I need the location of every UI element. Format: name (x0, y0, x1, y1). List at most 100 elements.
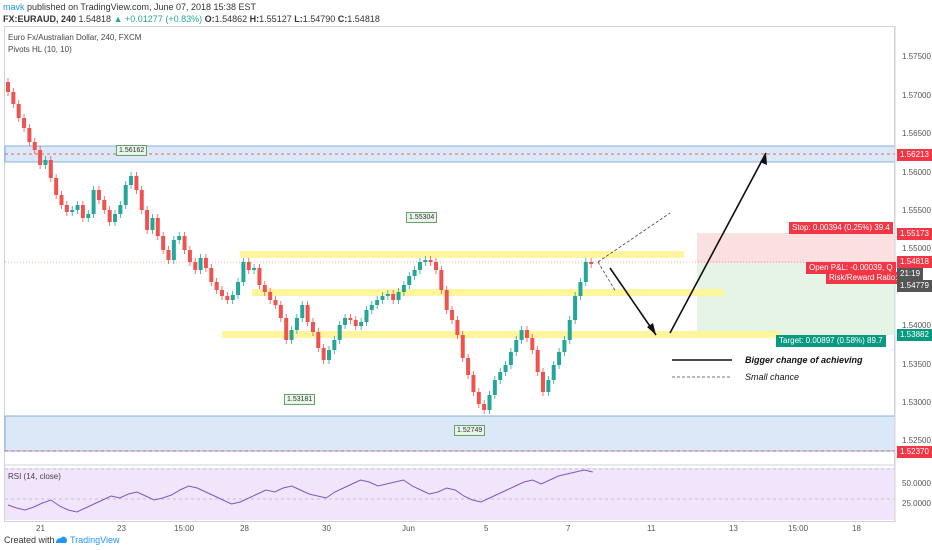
candle-bull (123, 185, 128, 205)
time-axis-label: Jun (402, 524, 415, 533)
candle-bear (530, 338, 535, 350)
stop-area (697, 233, 895, 263)
time-axis-label: 18 (852, 524, 861, 533)
time-axis-label: 13 (729, 524, 738, 533)
target-label[interactable]: Target: 0.00897 (0.58%) 89.7 (776, 335, 886, 347)
low-value: 1.54790 (302, 14, 336, 24)
price-axis-label: 1.53500 (902, 360, 931, 369)
candle-bull (578, 282, 583, 296)
close-value: 1.54818 (347, 14, 380, 24)
price-axis-label: 1.56000 (902, 168, 931, 177)
candle-bull (583, 262, 588, 282)
h-label: H: (249, 14, 260, 24)
chart-header: mavk published on TradingView.com, June … (0, 0, 932, 26)
candle-bull (401, 285, 406, 292)
candle-bull (359, 322, 364, 326)
candle-bear (450, 310, 455, 320)
pivot-high-label: 1.56162 (116, 145, 148, 156)
candle-bear (225, 296, 230, 300)
candle-bear (155, 218, 160, 236)
change-arrow: ▲ (113, 14, 123, 24)
high-value: 1.55127 (259, 14, 292, 24)
candle-bear (278, 305, 283, 318)
legend-small-chance: Small chance (745, 372, 800, 382)
chart-title: Euro Fx/Australian Dollar, 240, FXCM (8, 33, 142, 42)
pivots-indicator-label[interactable]: Pivots HL (10, 10) (8, 45, 72, 54)
candle-bull (198, 258, 203, 270)
candle-bear (161, 236, 166, 250)
bar-timer-badge: 21:19 (897, 268, 924, 280)
tradingview-logo-icon (56, 536, 67, 543)
candle-bear (22, 118, 27, 128)
candle-bull (412, 270, 417, 276)
candle-bear (466, 358, 471, 375)
candle-bear (214, 282, 219, 290)
stop-label[interactable]: Stop: 0.00394 (0.25%) 39.4 (789, 222, 893, 234)
candles-group (6, 78, 594, 414)
candle-bull (557, 352, 562, 365)
time-axis-label: 15:00 (174, 524, 195, 533)
candle-bull (573, 296, 578, 320)
candle-bear (80, 205, 85, 218)
candle-bull (129, 176, 134, 185)
rsi-axis-label: 25.0000 (902, 499, 931, 508)
candle-bull (375, 300, 380, 305)
candle-bear (257, 268, 262, 285)
price-axis-label: 1.57000 (902, 91, 931, 100)
candle-bull (241, 262, 246, 282)
publish-text: published on TradingView.com, June 07, 2… (27, 2, 257, 12)
open-pl-label: Open P&L: -0.00039, Q (806, 262, 896, 274)
rsi-indicator-label[interactable]: RSI (14, close) (8, 472, 61, 481)
candle-bull (252, 268, 257, 270)
candle-bear (444, 290, 449, 310)
time-axis-label: 23 (117, 524, 126, 533)
candle-bear (187, 250, 192, 262)
candle-bear (284, 318, 289, 340)
candle-bear (428, 260, 433, 262)
candle-bull (91, 190, 96, 214)
candle-bear (589, 262, 594, 264)
candle-bull (551, 365, 556, 380)
candle-bull (503, 365, 508, 372)
footer: Created with TradingView (0, 532, 932, 550)
candle-bull (86, 214, 91, 218)
candle-bull (327, 350, 331, 360)
last-price: 1.54818 (78, 14, 112, 24)
candle-bull (508, 352, 513, 365)
candle-bull (407, 276, 412, 285)
tradingview-brand-link[interactable]: TradingView (70, 535, 120, 545)
candle-bear (139, 190, 144, 210)
risk-reward-label: Risk/Reward Ratio: (826, 272, 901, 284)
candle-bull (343, 318, 348, 325)
price-axis-label: 1.53000 (902, 398, 931, 407)
price-axis-label: 1.57500 (902, 52, 931, 61)
candle-bear (11, 92, 16, 104)
candle-bear (6, 82, 10, 92)
rsi-axis-label: 50.0000 (902, 479, 931, 488)
candle-bear (220, 290, 224, 296)
candle-bear (273, 300, 278, 305)
candle-bull (171, 240, 176, 260)
author-link[interactable]: mavk (3, 2, 25, 12)
candle-bear (321, 348, 326, 360)
projection-arrow-up (669, 152, 767, 334)
o-label: O: (204, 14, 215, 24)
candle-bull (300, 305, 305, 318)
legend-bigger-chance: Bigger change of achieving (745, 355, 863, 365)
candle-bear (391, 294, 396, 300)
lower-zone-badge: 1.52370 (897, 446, 932, 458)
symbol: FX:EURAUD, 240 (3, 14, 77, 24)
time-axis-label: 5 (484, 524, 489, 533)
arrowhead-down (647, 323, 656, 335)
candle-bear (27, 128, 32, 142)
candle-bear (96, 190, 101, 200)
candle-bear (439, 270, 444, 290)
l-label: L: (294, 14, 303, 24)
candle-bear (535, 350, 540, 372)
dashed-arrow-down (597, 261, 617, 293)
candle-bear (353, 320, 358, 326)
candle-bull (417, 262, 422, 270)
candle-bull (546, 380, 551, 392)
c-label: C: (337, 14, 348, 24)
